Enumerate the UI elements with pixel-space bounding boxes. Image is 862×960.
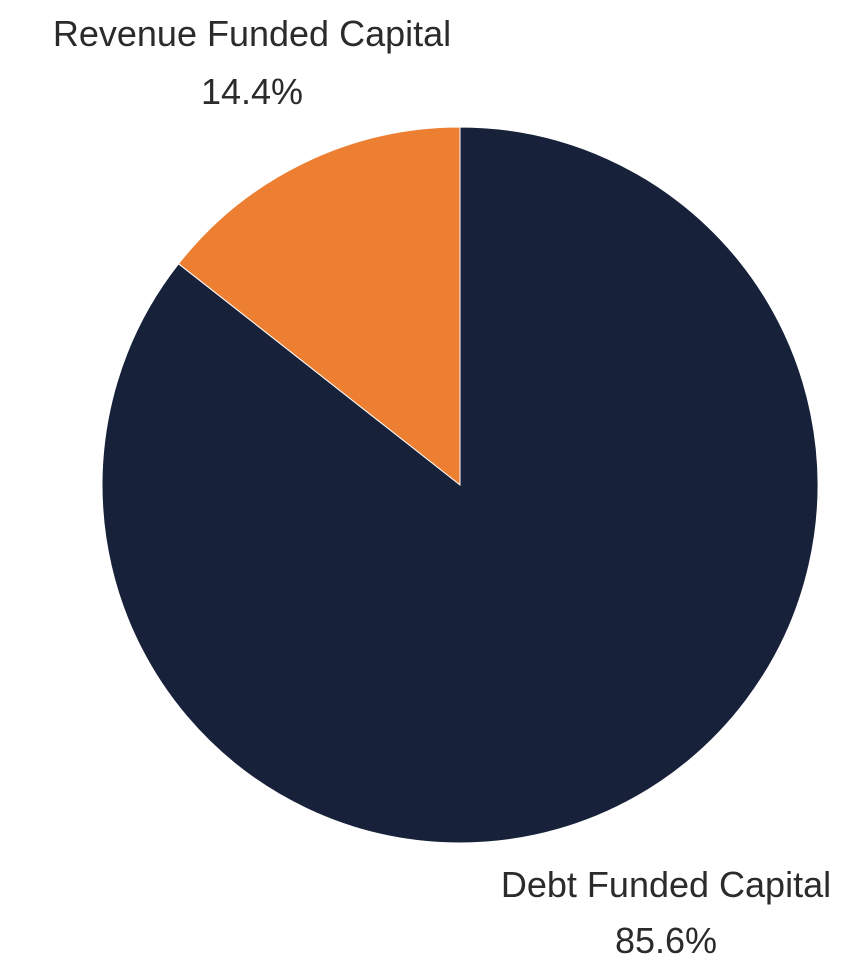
pie-slice-revenue-funded-capital [177,126,461,487]
pie-slice-debt-funded-capital [101,126,819,844]
slice-label-debt-funded-capital: Debt Funded Capital [501,864,831,905]
slice-value-debt-funded-capital: 85.6% [615,920,717,960]
pie-slices [101,126,819,844]
slice-label-revenue-funded-capital: Revenue Funded Capital [53,13,451,54]
slice-value-revenue-funded-capital: 14.4% [201,71,303,112]
